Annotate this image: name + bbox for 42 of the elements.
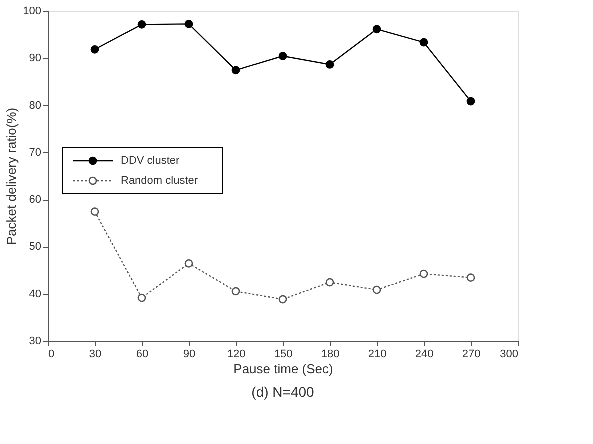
point — [232, 66, 240, 75]
text: (d) N=400 — [252, 384, 315, 400]
x-tick-label: 30 — [89, 348, 102, 360]
x-tick-label: 150 — [274, 348, 293, 360]
legend-label: Random cluster — [121, 175, 198, 187]
point — [184, 260, 194, 268]
y-tick-label: 40 — [29, 288, 42, 300]
y-tick-label: 60 — [29, 194, 42, 206]
point — [420, 270, 428, 278]
y-tick-label: 100 — [23, 6, 42, 18]
point — [326, 278, 334, 287]
x-tick-label: 60 — [136, 348, 149, 360]
point — [372, 286, 382, 294]
y-tick-label: 70 — [29, 146, 42, 159]
y-tick-label: 80 — [29, 100, 42, 112]
y-tick-label: 30 — [29, 336, 42, 348]
point — [372, 25, 382, 34]
point — [138, 294, 146, 302]
point — [466, 274, 476, 282]
x-tick-label: 300 — [500, 348, 518, 360]
point — [466, 97, 476, 106]
x-tick-label: 240 — [415, 348, 434, 360]
x-tick-label: 210 — [368, 348, 387, 360]
x-axis-title: Pause time (Sec) — [234, 362, 334, 376]
x-tick-label: 90 — [183, 348, 196, 360]
point — [184, 20, 194, 28]
point — [278, 295, 288, 304]
legend-label: DDV cluster — [121, 155, 180, 167]
y-tick-label: 50 — [29, 241, 42, 254]
point — [232, 287, 240, 296]
point — [278, 52, 288, 60]
y-axis-title: Packet delivery ratio(%) — [4, 108, 20, 246]
x-tick-label: 270 — [462, 348, 481, 360]
point — [90, 208, 100, 216]
point — [326, 60, 334, 69]
point — [138, 20, 146, 29]
x-tick-label: 180 — [321, 348, 340, 360]
y-tick-label: 90 — [29, 52, 42, 65]
point — [420, 38, 428, 47]
x-tick-label: 0 — [48, 348, 55, 360]
x-tick-label: 120 — [227, 348, 246, 360]
point — [90, 45, 100, 54]
